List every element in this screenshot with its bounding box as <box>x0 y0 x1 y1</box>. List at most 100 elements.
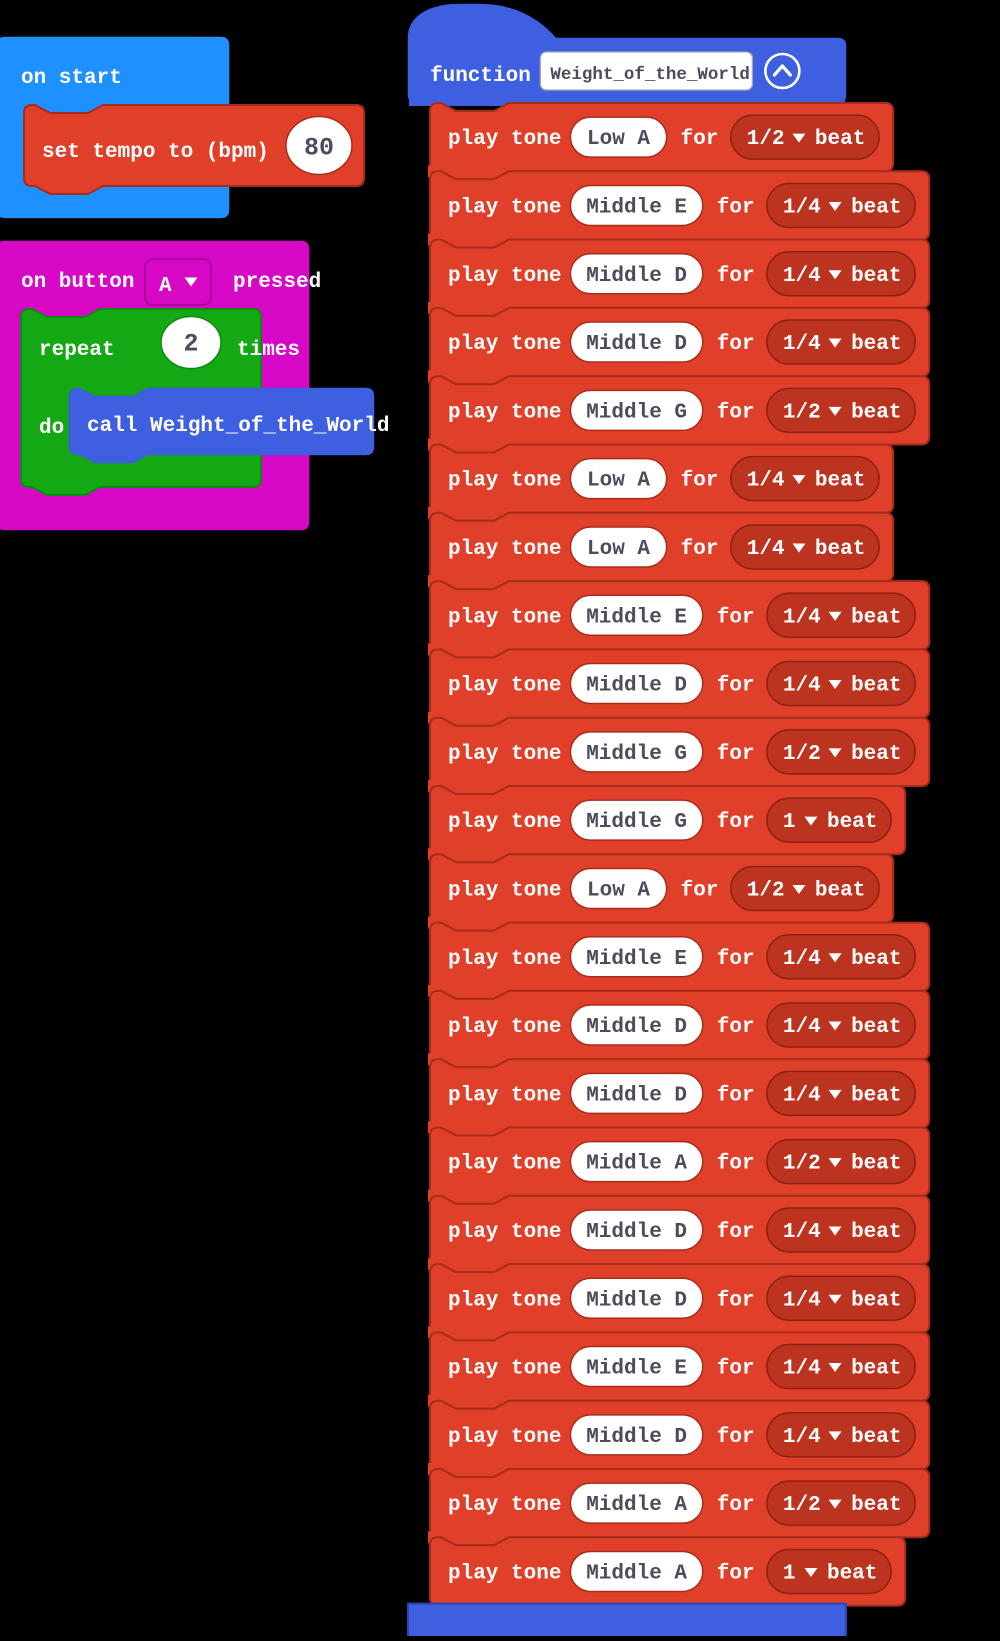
svg-text:play tone: play tone <box>448 1084 561 1107</box>
svg-text:1/4: 1/4 <box>783 1358 821 1381</box>
svg-text:beat: beat <box>851 948 901 971</box>
svg-text:Low A: Low A <box>587 879 650 902</box>
svg-text:do: do <box>39 417 64 440</box>
svg-text:Middle D: Middle D <box>586 1426 687 1449</box>
svg-text:play tone: play tone <box>448 1153 561 1176</box>
svg-text:for: for <box>717 401 755 424</box>
svg-text:Low A: Low A <box>587 538 650 561</box>
svg-text:Low A: Low A <box>587 128 650 151</box>
svg-text:play tone: play tone <box>448 1016 561 1039</box>
svg-text:play tone: play tone <box>448 1494 561 1517</box>
svg-text:1/4: 1/4 <box>783 333 821 356</box>
svg-text:beat: beat <box>851 1153 901 1176</box>
svg-text:Middle G: Middle G <box>586 401 687 424</box>
svg-text:for: for <box>717 743 755 766</box>
svg-text:play tone: play tone <box>448 879 561 902</box>
svg-text:play tone: play tone <box>448 1358 561 1381</box>
svg-text:for: for <box>717 1289 755 1312</box>
svg-text:beat: beat <box>851 401 901 424</box>
svg-text:Middle A: Middle A <box>586 1494 687 1517</box>
svg-text:Middle A: Middle A <box>586 1562 687 1585</box>
svg-text:play tone: play tone <box>448 811 561 834</box>
svg-text:1/2: 1/2 <box>783 401 821 424</box>
svg-text:beat: beat <box>851 1289 901 1312</box>
svg-text:beat: beat <box>851 1358 901 1381</box>
svg-text:Middle D: Middle D <box>586 265 687 288</box>
svg-text:beat: beat <box>815 128 865 151</box>
svg-text:beat: beat <box>851 1221 901 1244</box>
svg-text:1/4: 1/4 <box>783 1016 821 1039</box>
svg-text:1: 1 <box>783 1562 796 1585</box>
svg-text:on start: on start <box>21 67 122 90</box>
svg-text:pressed: pressed <box>233 271 321 294</box>
svg-text:beat: beat <box>827 811 877 834</box>
svg-text:for: for <box>717 265 755 288</box>
svg-text:1/4: 1/4 <box>783 1221 821 1244</box>
svg-text:play tone: play tone <box>448 333 561 356</box>
svg-text:beat: beat <box>815 470 865 493</box>
svg-text:1/4: 1/4 <box>783 196 821 219</box>
svg-text:1/4: 1/4 <box>747 470 785 493</box>
svg-text:Middle G: Middle G <box>586 811 687 834</box>
svg-text:play tone: play tone <box>448 470 561 493</box>
svg-text:1/4: 1/4 <box>783 1426 821 1449</box>
svg-text:for: for <box>717 1153 755 1176</box>
svg-text:on button: on button <box>21 271 134 294</box>
svg-text:times: times <box>237 339 300 362</box>
svg-text:set tempo to (bpm): set tempo to (bpm) <box>42 141 269 164</box>
svg-text:for: for <box>717 1358 755 1381</box>
svg-text:1/4: 1/4 <box>783 1084 821 1107</box>
svg-text:for: for <box>681 879 719 902</box>
svg-text:beat: beat <box>851 1426 901 1449</box>
svg-text:for: for <box>717 1494 755 1517</box>
svg-text:for: for <box>717 1084 755 1107</box>
svg-text:for: for <box>681 538 719 561</box>
svg-text:1/2: 1/2 <box>783 1153 821 1176</box>
svg-text:2: 2 <box>183 330 198 359</box>
svg-text:for: for <box>717 811 755 834</box>
svg-text:for: for <box>681 128 719 151</box>
svg-text:play tone: play tone <box>448 606 561 629</box>
svg-text:1/4: 1/4 <box>783 948 821 971</box>
svg-text:Low A: Low A <box>587 470 650 493</box>
svg-text:1/2: 1/2 <box>747 879 785 902</box>
svg-text:Middle G: Middle G <box>586 743 687 766</box>
svg-text:1/4: 1/4 <box>783 606 821 629</box>
svg-text:for: for <box>717 196 755 219</box>
svg-text:beat: beat <box>851 196 901 219</box>
svg-text:Middle D: Middle D <box>586 1016 687 1039</box>
svg-text:80: 80 <box>304 134 334 163</box>
svg-text:beat: beat <box>851 743 901 766</box>
svg-text:beat: beat <box>851 265 901 288</box>
svg-text:1: 1 <box>783 811 796 834</box>
svg-text:for: for <box>717 1221 755 1244</box>
svg-text:1/4: 1/4 <box>747 538 785 561</box>
svg-text:play tone: play tone <box>448 538 561 561</box>
svg-text:for: for <box>681 470 719 493</box>
svg-text:for: for <box>717 948 755 971</box>
svg-text:Middle D: Middle D <box>586 333 687 356</box>
svg-text:repeat: repeat <box>39 339 115 362</box>
svg-text:play tone: play tone <box>448 265 561 288</box>
svg-text:Middle E: Middle E <box>586 196 687 219</box>
svg-text:for: for <box>717 675 755 698</box>
svg-text:for: for <box>717 1562 755 1585</box>
svg-text:1/2: 1/2 <box>747 128 785 151</box>
svg-text:for: for <box>717 1426 755 1449</box>
svg-text:beat: beat <box>827 1562 877 1585</box>
svg-text:1/4: 1/4 <box>783 265 821 288</box>
svg-text:beat: beat <box>851 1494 901 1517</box>
svg-text:play tone: play tone <box>448 743 561 766</box>
svg-text:play tone: play tone <box>448 401 561 424</box>
svg-text:A: A <box>159 275 172 298</box>
svg-text:function: function <box>430 65 531 88</box>
svg-text:play tone: play tone <box>448 675 561 698</box>
svg-text:for: for <box>717 1016 755 1039</box>
svg-text:beat: beat <box>851 606 901 629</box>
svg-text:Middle E: Middle E <box>586 606 687 629</box>
svg-text:for: for <box>717 606 755 629</box>
svg-text:for: for <box>717 333 755 356</box>
svg-text:play tone: play tone <box>448 1221 561 1244</box>
svg-text:beat: beat <box>815 538 865 561</box>
svg-text:play tone: play tone <box>448 196 561 219</box>
